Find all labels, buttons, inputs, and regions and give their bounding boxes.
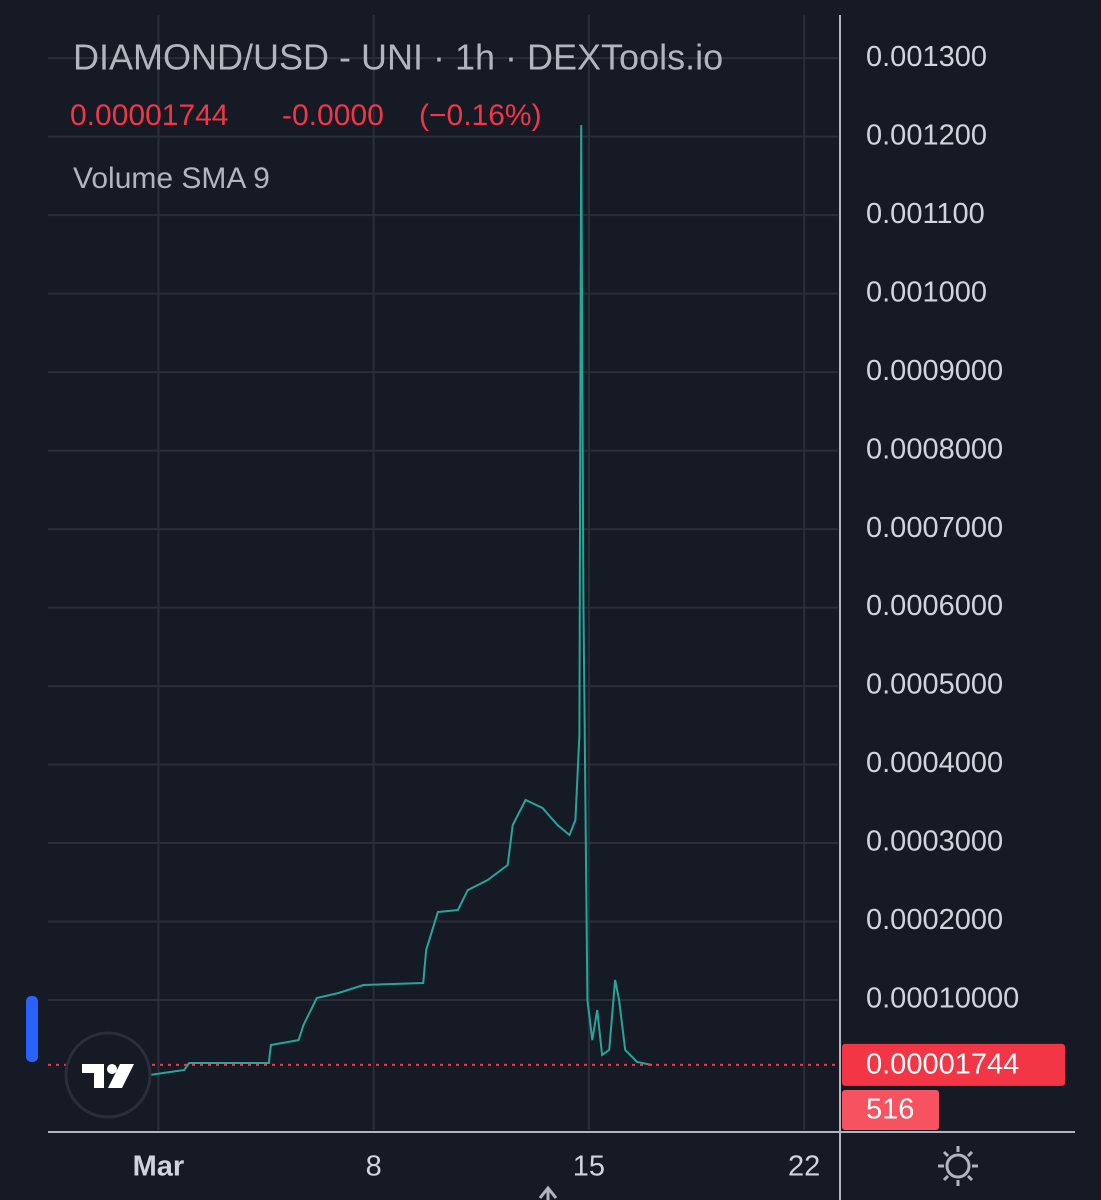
price-change-percent: (−0.16%) bbox=[419, 99, 542, 132]
gear-ring bbox=[945, 1153, 971, 1179]
y-tick-label: 0.0006000 bbox=[866, 590, 1003, 622]
last-price: 0.00001744 bbox=[70, 99, 229, 132]
last-price-badge bbox=[842, 1043, 1065, 1086]
logo[interactable] bbox=[64, 1031, 152, 1119]
x-tick-label: 8 bbox=[366, 1151, 382, 1183]
y-tick-label: 0.0009000 bbox=[866, 355, 1003, 387]
y-tick-label: 0.0004000 bbox=[866, 747, 1003, 779]
y-tick-label: 0.001200 bbox=[866, 119, 987, 151]
last-price-label: 0.00001744 bbox=[866, 1048, 1019, 1080]
x-tick-label: 22 bbox=[788, 1151, 820, 1183]
price-line bbox=[149, 125, 653, 1076]
y-tick-label: 0.00010000 bbox=[866, 983, 1019, 1015]
x-tick-label: 15 bbox=[573, 1151, 605, 1183]
grid bbox=[48, 15, 838, 1130]
y-tick-label: 0.001100 bbox=[866, 198, 985, 230]
price-change: -0.0000 bbox=[282, 99, 384, 132]
logo-dot bbox=[107, 1064, 117, 1074]
logo-mark bbox=[82, 1064, 134, 1088]
volume-badge bbox=[842, 1090, 939, 1130]
y-tick-label: 0.0007000 bbox=[866, 512, 1003, 544]
plot bbox=[48, 125, 840, 1076]
gear-teeth bbox=[938, 1146, 978, 1186]
settings-icon[interactable] bbox=[938, 1146, 978, 1186]
logo-circle bbox=[64, 1031, 152, 1119]
chart-title: DIAMOND/USD - UNI · 1h · DEXTools.io bbox=[73, 37, 723, 78]
y-tick-label: 0.0008000 bbox=[866, 433, 1003, 465]
scroll-arrow[interactable] bbox=[538, 1185, 558, 1200]
x-tick-label: Mar bbox=[133, 1151, 185, 1183]
indicator-label: Volume SMA 9 bbox=[73, 162, 270, 195]
y-tick-label: 0.0002000 bbox=[866, 904, 1003, 936]
y-tick-label: 0.0003000 bbox=[866, 826, 1003, 858]
side-tab[interactable] bbox=[26, 996, 38, 1062]
y-tick-label: 0.001300 bbox=[866, 41, 987, 73]
y-tick-label: 0.0005000 bbox=[866, 669, 1003, 701]
volume-label: 516 bbox=[866, 1094, 914, 1126]
y-tick-label: 0.001000 bbox=[866, 276, 987, 308]
